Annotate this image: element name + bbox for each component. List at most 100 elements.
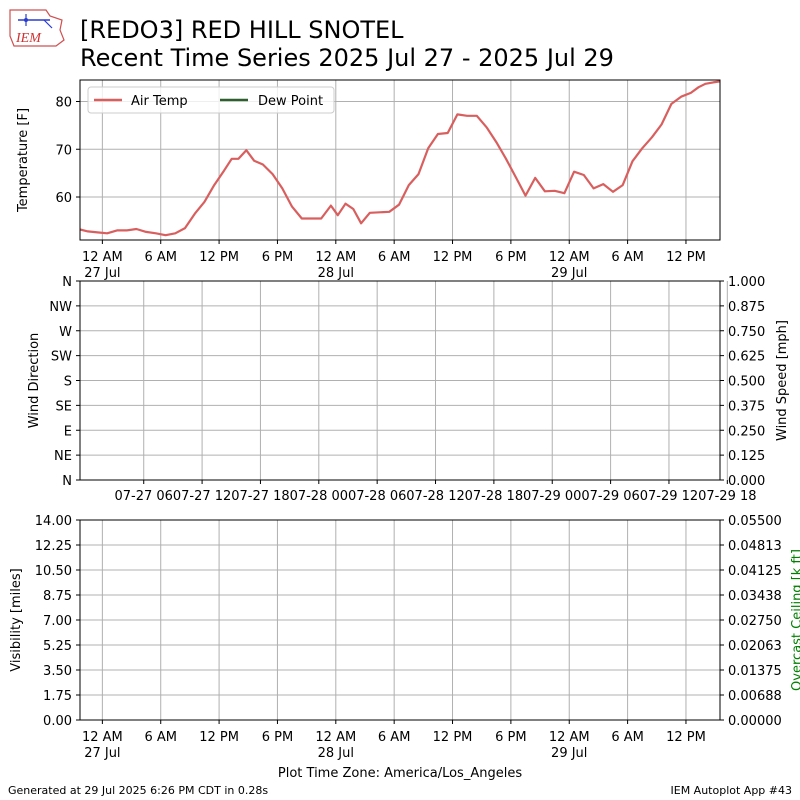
x-tick-label: 12 AM xyxy=(315,250,356,265)
x-tick-label: 6 AM xyxy=(378,250,411,265)
y-tick-label: S xyxy=(64,375,72,390)
x-tick-label: 6 PM xyxy=(495,730,526,745)
x-tick-label: 07-28 18 xyxy=(465,489,523,504)
x-tick-label: 12 AM xyxy=(82,730,123,745)
x-tick-label: 12 PM xyxy=(433,730,473,745)
y2-tick-label: 0.750 xyxy=(728,325,765,340)
y-tick-label: 8.75 xyxy=(43,589,72,604)
visibility-axis-label: Visibility [miles] xyxy=(9,568,24,671)
x-tick-label: 07-27 12 xyxy=(173,489,231,504)
x-tick-sublabel: 27 Jul xyxy=(84,266,120,281)
x-tick-label: 07-28 00 xyxy=(290,489,348,504)
y2-tick-label: 0.125 xyxy=(728,449,765,464)
y2-tick-label: 0.02750 xyxy=(728,614,782,629)
y2-tick-label: 0.625 xyxy=(728,350,765,365)
legend-air-temp-label: Air Temp xyxy=(131,94,188,109)
x-tick-label: 07-28 06 xyxy=(348,489,406,504)
visibility-axes-frame xyxy=(79,519,721,721)
x-tick-sublabel: 28 Jul xyxy=(318,746,354,761)
x-tick-label: 12 AM xyxy=(82,250,123,265)
y2-tick-label: 0.05500 xyxy=(728,514,782,529)
x-tick-label: 6 PM xyxy=(262,250,293,265)
y2-tick-label: 0.250 xyxy=(728,424,765,439)
legend-box xyxy=(87,86,335,114)
y2-tick-label: 0.375 xyxy=(728,399,765,414)
x-tick-label: 07-28 12 xyxy=(406,489,464,504)
visibility-panel xyxy=(76,519,724,724)
x-tick-label: 6 PM xyxy=(495,250,526,265)
generated-text: Generated at 29 Jul 2025 6:26 PM CDT in … xyxy=(8,784,269,797)
legend xyxy=(87,86,335,114)
y-tick-label: 3.50 xyxy=(43,664,72,679)
y-tick-label: 7.00 xyxy=(43,614,72,629)
x-tick-label: 12 PM xyxy=(666,250,706,265)
x-tick-label: 6 AM xyxy=(611,250,644,265)
chart-subtitle: Recent Time Series 2025 Jul 27 - 2025 Ju… xyxy=(80,44,614,72)
x-tick-label: 07-29 12 xyxy=(640,489,698,504)
wind-speed-axis-label: Wind Speed [mph] xyxy=(775,320,790,441)
y-tick-label: 70 xyxy=(55,143,72,158)
x-tick-sublabel: 27 Jul xyxy=(84,746,120,761)
temperature-axis-label: Temperature [F] xyxy=(16,108,31,213)
x-tick-label: 12 AM xyxy=(549,730,590,745)
y2-tick-label: 1.000 xyxy=(728,275,765,290)
y-tick-label: W xyxy=(59,325,72,340)
x-tick-label: 12 AM xyxy=(549,250,590,265)
x-tick-label: 6 AM xyxy=(611,730,644,745)
x-tick-label: 07-29 18 xyxy=(698,489,756,504)
x-tick-sublabel: 29 Jul xyxy=(551,746,587,761)
x-tick-label: 07-27 18 xyxy=(231,489,289,504)
y-tick-label: 12.25 xyxy=(35,539,72,554)
y-tick-label: SW xyxy=(51,350,72,365)
y-tick-label: 60 xyxy=(55,191,72,206)
y-tick-label: N xyxy=(62,474,72,489)
y2-tick-label: 0.000 xyxy=(728,474,765,489)
wind-axes-frame xyxy=(79,280,721,481)
x-tick-sublabel: 28 Jul xyxy=(318,266,354,281)
temperature-panel xyxy=(76,79,721,244)
y-tick-label: SE xyxy=(56,399,72,414)
y2-tick-label: 0.00688 xyxy=(728,689,782,704)
y-tick-label: NW xyxy=(49,300,72,315)
x-tick-label: 6 AM xyxy=(144,730,177,745)
x-tick-label: 6 AM xyxy=(378,730,411,745)
logo-text: IEM xyxy=(15,31,42,46)
y2-tick-label: 0.01375 xyxy=(728,664,782,679)
x-tick-label: 12 PM xyxy=(666,730,706,745)
x-tick-label: 12 PM xyxy=(433,250,473,265)
legend-dew-point-label: Dew Point xyxy=(258,94,323,109)
y-tick-label: 14.00 xyxy=(35,514,72,529)
wind-direction-axis-label: Wind Direction xyxy=(27,333,42,429)
y-tick-label: 80 xyxy=(55,95,72,110)
ceiling-axis-label: Overcast Ceiling [k ft] xyxy=(790,549,800,691)
y-tick-label: 10.50 xyxy=(35,564,72,579)
y-tick-label: 1.75 xyxy=(43,689,72,704)
y2-tick-label: 0.04125 xyxy=(728,564,782,579)
y2-tick-label: 0.04813 xyxy=(728,539,782,554)
app-label: IEM Autoplot App #43 xyxy=(670,784,793,797)
iem-logo: IEM xyxy=(9,9,65,47)
x-tick-label: 07-27 06 xyxy=(115,489,173,504)
x-tick-label: 6 PM xyxy=(262,730,293,745)
x-tick-sublabel: 29 Jul xyxy=(551,266,587,281)
temperature-axes-frame xyxy=(79,79,721,241)
y-tick-label: NE xyxy=(54,449,72,464)
y-tick-label: 0.00 xyxy=(43,714,72,729)
chart-title: [REDO3] RED HILL SNOTEL xyxy=(80,16,404,44)
air-temp-series-line xyxy=(80,80,720,237)
y-tick-label: 5.25 xyxy=(43,639,72,654)
y2-tick-label: 0.500 xyxy=(728,375,765,390)
x-tick-label: 6 AM xyxy=(144,250,177,265)
y-tick-label: E xyxy=(64,424,72,439)
x-tick-label: 12 PM xyxy=(199,730,239,745)
timezone-label: Plot Time Zone: America/Los_Angeles xyxy=(278,766,522,781)
y2-tick-label: 0.02063 xyxy=(728,639,782,654)
x-tick-label: 07-29 06 xyxy=(581,489,639,504)
x-tick-label: 07-29 00 xyxy=(523,489,581,504)
x-tick-label: 12 PM xyxy=(199,250,239,265)
wind-panel xyxy=(76,280,728,484)
x-tick-label: 12 AM xyxy=(315,730,356,745)
y-tick-label: N xyxy=(62,275,72,290)
y2-tick-label: 0.875 xyxy=(728,300,765,315)
